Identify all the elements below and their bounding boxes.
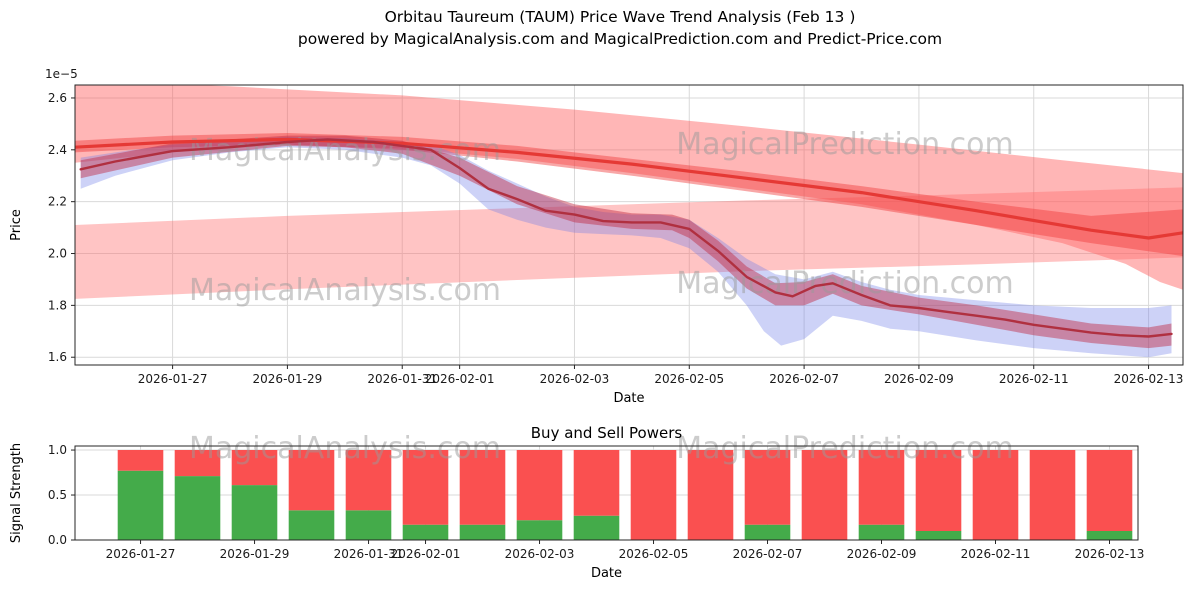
buy-bar [174,476,221,540]
buy-bar [915,531,962,540]
sell-bar [516,450,563,521]
buy-bar [117,470,164,540]
line-upper-trend-line [75,137,1183,240]
watermark-text: MagicalAnalysis.com [189,273,501,308]
buy-sell-powers-xlabel: Date [591,566,622,581]
price-wave-trend-xtick: 2026-02-01 [425,372,495,386]
price-wave-trend-xtick: 2026-02-03 [540,372,610,386]
price-chart: MagicalAnalysis.com MagicalPrediction.com… [9,67,1184,406]
buy-sell-powers-ylabel: Signal Strength [9,443,24,543]
watermark-text: MagicalAnalysis.com [189,431,501,466]
y-axis-offset-text: 1e−5 [45,67,78,81]
price-wave-trend-grid [75,85,1183,365]
buy-sell-powers-xtick: 2026-01-27 [106,547,176,561]
price-wave-trend-xtick: 2026-02-13 [1114,372,1184,386]
line-price-line [79,138,1173,338]
band-lower-forecast-cone [75,187,1183,299]
price-wave-trend-xtick: 2026-02-11 [999,372,1069,386]
sell-bar [801,450,848,540]
sell-bar [174,450,221,477]
watermark-text: MagicalPrediction.com [676,431,1014,466]
buy-sell-powers-xtick: 2026-01-29 [220,547,290,561]
sell-bar [573,450,620,516]
buy-bar [231,485,278,540]
buy-sell-powers-xtick: 2026-02-05 [619,547,689,561]
sell-bar [972,450,1019,540]
price-wave-trend-ytick: 1.8 [48,298,67,312]
buy-bar [288,510,335,540]
sell-bar [744,450,791,525]
sell-bar [1086,450,1133,531]
price-wave-trend-xtick: 2026-02-09 [884,372,954,386]
figure-title-line2: powered by MagicalAnalysis.com and Magic… [297,30,943,48]
sell-bar [288,450,335,511]
price-wave-trend-ytick: 2.4 [48,143,67,157]
price-wave-trend-ylabel: Price [9,209,24,241]
price-wave-trend-xtick: 2026-01-29 [253,372,323,386]
band-upper-forecast-cone [75,85,1183,290]
watermark-text: MagicalAnalysis.com [189,133,501,168]
price-wave-trend-tick-labels: 1.6 1.8 2.0 2.2 2.4 2.6 2026-01-27 2026-01-29 20… [48,91,1184,386]
buy-sell-powers-xtick: 2026-02-13 [1075,547,1145,561]
band-price-uncertainty-band [80,135,1172,349]
sell-bar [1029,450,1076,540]
buy-bar [345,510,392,540]
price-wave-trend-ytick: 2.6 [48,91,67,105]
buy-sell-powers-xtick: 2026-02-09 [847,547,917,561]
buy-sell-powers-xtick: 2026-02-03 [505,547,575,561]
band-blue-confidence-band [80,136,1172,358]
sell-bar [687,450,734,540]
band-trend-interval-band [75,133,1183,257]
buy-bar [402,524,449,540]
buy-bar [573,515,620,540]
buy-sell-powers-frame [74,445,1139,541]
sell-bar [858,450,905,525]
sell-bar [915,450,962,531]
buy-sell-powers-xtick: 2026-01-31 [334,547,404,561]
price-wave-trend-xtick: 2026-01-27 [138,372,208,386]
price-wave-trend-ytick: 2.2 [48,195,67,209]
buy-sell-powers-xtick: 2026-02-07 [733,547,803,561]
price-wave-trend-frame [74,84,1184,366]
buy-sell-powers-ytick: 1.0 [48,443,67,457]
price-wave-trend-ytick: 2.0 [48,247,67,261]
buy-sell-powers-xtick: 2026-02-11 [961,547,1031,561]
price-plot-area [75,85,1183,358]
sell-bar [117,450,164,471]
price-wave-trend-xtick: 2026-01-31 [367,372,437,386]
buy-bar [1086,531,1133,540]
sell-bar [231,450,278,486]
signal-bars [117,450,1133,540]
signal-chart-title: Buy and Sell Powers [531,424,683,442]
buy-bar [516,520,563,540]
price-wave-trend-xlabel: Date [613,391,644,406]
sell-bar [402,450,449,525]
price-wave-trend-ytick: 1.6 [48,350,67,364]
sell-bar [630,450,677,540]
watermark-text: MagicalPrediction.com [676,127,1014,162]
watermark-text: MagicalPrediction.com [676,266,1014,301]
signal-chart: MagicalAnalysis.com MagicalPrediction.com… [9,424,1144,581]
figure-title-line1: Orbitau Taureum (TAUM) Price Wave Trend … [384,8,856,26]
sell-bar [345,450,392,511]
buy-sell-powers-xtick: 2026-02-01 [391,547,461,561]
buy-bar [744,524,791,540]
sell-bar [459,450,506,525]
buy-bar [858,524,905,540]
buy-sell-powers-ytick: 0.5 [48,488,67,502]
price-wave-trend-xtick: 2026-02-07 [769,372,839,386]
price-wave-trend-xtick: 2026-02-05 [654,372,724,386]
buy-bar [459,524,506,540]
buy-sell-powers-ytick: 0.0 [48,533,67,547]
